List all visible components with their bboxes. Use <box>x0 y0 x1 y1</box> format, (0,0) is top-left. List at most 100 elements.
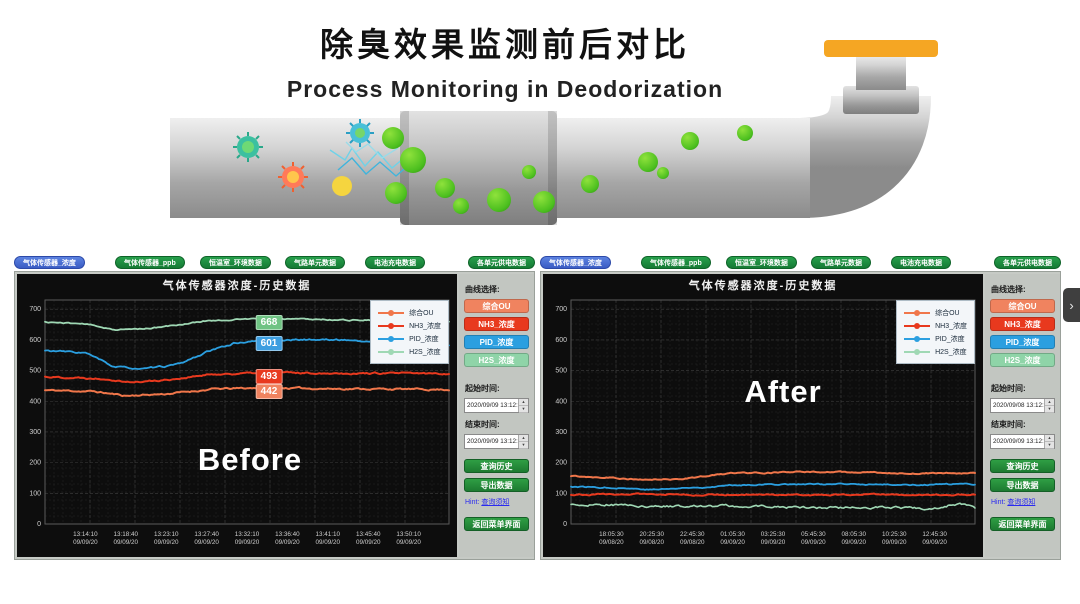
x-tick-label: 13:41:10 09/09/20 <box>316 531 341 546</box>
spinner-down-icon[interactable]: ▼ <box>519 406 528 413</box>
curve-button-3[interactable]: H2S_浓度 <box>464 353 529 367</box>
spinner-down-icon[interactable]: ▼ <box>519 442 528 449</box>
spinner-down-icon[interactable]: ▼ <box>1045 442 1054 449</box>
tab-3-panel-0[interactable]: 气路单元数据 <box>285 256 345 269</box>
back-menu-button[interactable]: 返回菜单界面 <box>990 517 1055 531</box>
hint-link[interactable]: 查询须知 <box>1007 499 1036 506</box>
legend-marker-icon <box>904 348 931 355</box>
tab-2-panel-1[interactable]: 恒温室_环境数据 <box>726 256 797 269</box>
legend-row: NH3_浓度 <box>904 319 967 332</box>
phase-label-after: After <box>744 374 822 409</box>
start-time-label: 起始时间: <box>465 384 500 393</box>
end-time-input[interactable]: 2020/09/09 13:12:29▲▼ <box>464 434 529 449</box>
y-tick-label: 700 <box>555 306 567 313</box>
valve-stem <box>856 54 906 90</box>
legend-row: PID_浓度 <box>378 332 441 345</box>
pipe-illustration <box>170 40 938 225</box>
legend-marker-icon <box>378 322 405 329</box>
tab-5-panel-1[interactable]: 各单元供电数据 <box>994 256 1061 269</box>
chart-area-before: 气体传感器浓度-历史数据 0 100 200 300 400 500 600 700 13:14… <box>17 274 457 557</box>
curve-button-1[interactable]: NH3_浓度 <box>990 317 1055 331</box>
y-tick-label: 500 <box>29 368 41 375</box>
NH3_浓度-line <box>44 370 450 384</box>
expand-panel-button[interactable]: › <box>1063 288 1080 322</box>
start-time-input-value: 2020/09/08 13:12:29 <box>993 402 1044 409</box>
legend-label: 综合OU <box>409 309 434 317</box>
x-tick-label: 13:32:10 09/09/20 <box>235 531 260 546</box>
hint-link[interactable]: 查询须知 <box>481 499 510 506</box>
legend-marker-icon <box>378 348 405 355</box>
hint-row: Hint: 查询须知 <box>991 497 1055 507</box>
legend-row: H2S_浓度 <box>904 345 967 358</box>
tab-0-panel-1[interactable]: 气体传感器_浓度 <box>540 256 611 269</box>
hint-prefix: Hint: <box>991 499 1006 506</box>
value-badge: 442 <box>255 384 283 400</box>
y-tick-label: 300 <box>555 429 567 436</box>
page-title: 除臭效果监测前后对比 <box>320 26 690 63</box>
x-tick-label: 10:25:30 09/09/20 <box>882 531 907 546</box>
curve-button-0[interactable]: 综合OU <box>464 299 529 313</box>
legend-label: H2S_浓度 <box>935 348 967 356</box>
tab-0-panel-0[interactable]: 气体传感器_浓度 <box>14 256 85 269</box>
tab-bar-before: 气体传感器_浓度 气体传感器_ppb 恒温室_环境数据 气路单元数据 电池充电数据 各单元… <box>14 256 535 270</box>
spinner-icon[interactable]: ▲ ▼ <box>1044 399 1054 413</box>
spinner-icon[interactable]: ▲ ▼ <box>518 435 528 449</box>
y-tick-label: 200 <box>555 460 567 467</box>
control-sidebar-before: 曲线选择: 综合OU NH3_浓度 PID_浓度 H2S_浓度 起始时间: 2020/09/… <box>459 274 534 557</box>
end-time-input-value: 2020/09/09 13:12:29 <box>467 438 518 445</box>
back-menu-button[interactable]: 返回菜单界面 <box>464 517 529 531</box>
spinner-icon[interactable]: ▲ ▼ <box>1044 435 1054 449</box>
odor-particle-orange-icon <box>278 162 308 192</box>
curve-select-label: 曲线选择: <box>991 285 1026 294</box>
end-time-label: 结束时间: <box>465 420 500 429</box>
spinner-up-icon[interactable]: ▲ <box>1045 399 1054 406</box>
y-tick-label: 0 <box>37 521 41 528</box>
x-tick-label: 12:45:30 09/09/20 <box>922 531 947 546</box>
value-badge: 668 <box>255 315 283 331</box>
curve-button-2[interactable]: PID_浓度 <box>464 335 529 349</box>
x-tick-label: 13:36:40 09/09/20 <box>275 531 300 546</box>
spinner-up-icon[interactable]: ▲ <box>519 399 528 406</box>
export-data-button[interactable]: 导出数据 <box>464 478 529 492</box>
end-time-input[interactable]: 2020/09/09 13:12:29▲▼ <box>990 434 1055 449</box>
legend-label: PID_浓度 <box>935 335 965 343</box>
end-time-label: 结束时间: <box>991 420 1026 429</box>
y-tick-label: 300 <box>29 429 41 436</box>
start-time-input[interactable]: 2020/09/08 13:12:29▲▼ <box>990 398 1055 413</box>
curve-button-2[interactable]: PID_浓度 <box>990 335 1055 349</box>
spinner-down-icon[interactable]: ▼ <box>1045 406 1054 413</box>
phase-label-before: Before <box>197 442 303 477</box>
legend-label: 综合OU <box>935 309 960 317</box>
tab-2-panel-0[interactable]: 恒温室_环境数据 <box>200 256 271 269</box>
query-history-button[interactable]: 查询历史 <box>990 459 1055 473</box>
tab-4-panel-1[interactable]: 电池充电数据 <box>891 256 951 269</box>
tab-5-panel-0[interactable]: 各单元供电数据 <box>468 256 535 269</box>
tab-3-panel-1[interactable]: 气路单元数据 <box>811 256 871 269</box>
start-time-input-value: 2020/09/09 13:12:29 <box>467 402 518 409</box>
valve-handle <box>824 40 938 57</box>
start-time-input[interactable]: 2020/09/09 13:12:29▲▼ <box>464 398 529 413</box>
curve-button-3[interactable]: H2S_浓度 <box>990 353 1055 367</box>
query-history-button[interactable]: 查询历史 <box>464 459 529 473</box>
y-tick-label: 0 <box>563 521 567 528</box>
tab-1-panel-0[interactable]: 气体传感器_ppb <box>115 256 185 269</box>
spinner-up-icon[interactable]: ▲ <box>519 435 528 442</box>
x-tick-label: 22:45:30 09/08/20 <box>680 531 705 546</box>
odor-particle-teal-icon <box>233 132 263 162</box>
tab-bar-after: 气体传感器_浓度 气体传感器_ppb 恒温室_环境数据 气路单元数据 电池充电数据 各单元… <box>540 256 1061 270</box>
export-data-button[interactable]: 导出数据 <box>990 478 1055 492</box>
curve-button-0[interactable]: 综合OU <box>990 299 1055 313</box>
tab-4-panel-0[interactable]: 电池充电数据 <box>365 256 425 269</box>
x-tick-label: 01:05:30 09/09/20 <box>720 531 745 546</box>
curve-button-1[interactable]: NH3_浓度 <box>464 317 529 331</box>
x-tick-label: 13:27:40 09/09/20 <box>194 531 219 546</box>
page-subtitle: Process Monitoring in Deodorization <box>286 76 724 102</box>
y-tick-label: 500 <box>555 368 567 375</box>
spinner-icon[interactable]: ▲ ▼ <box>518 399 528 413</box>
spinner-up-icon[interactable]: ▲ <box>1045 435 1054 442</box>
x-tick-label: 03:25:30 09/09/20 <box>761 531 786 546</box>
x-tick-label: 13:50:10 09/09/20 <box>396 531 421 546</box>
value-badge: 493 <box>255 368 283 384</box>
tab-1-panel-1[interactable]: 气体传感器_ppb <box>641 256 711 269</box>
treated-particles <box>382 125 753 214</box>
